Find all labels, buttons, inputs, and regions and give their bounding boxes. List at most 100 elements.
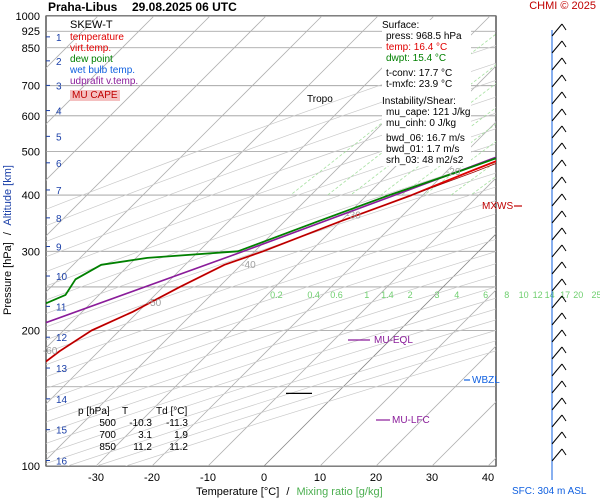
pressure-tick-label: 850 [22,43,40,55]
mixing-ratio-line [290,33,496,196]
isotherm-label: -60 [43,346,58,357]
x-tick-label: -20 [144,472,160,484]
y-axis-title: Pressure [hPa] / Altitude [km] [2,110,14,370]
dry-adiabat [46,238,496,389]
x-axis-label-mixing: Mixing ratio [g/kg] [296,486,383,498]
wind-barb [551,414,567,428]
wind-barb [551,91,567,105]
x-tick-label: -10 [200,472,216,484]
km-tick-label: 14 [56,395,68,406]
isotherm-line [95,65,496,466]
profiles [46,156,496,363]
mu-eql-label: MU-EQL [374,335,413,346]
mixing-ratio-tick-label: 0.4 [307,290,320,300]
mixing-ratio-line [538,16,600,195]
km-tick-label: 1 [56,33,62,44]
table-row: 850 11.2 11.2 [99,442,188,453]
mxws-label: MXWS [482,201,514,212]
wind-barb [551,397,567,411]
km-tick-label: 12 [56,333,68,344]
mixing-ratio-line [564,16,600,195]
dry-adiabat [46,186,496,341]
mixing-ratio-line [552,16,600,195]
surface-title: Surface: [382,20,420,31]
surface-tconv: t-conv: 17.7 °C [386,68,453,79]
mixing-ratio-tick-label: 8 [504,290,509,300]
table-row: 700 3.1 1.9 [99,430,188,441]
km-tick-label: 8 [56,214,62,225]
instability-bwd06: bwd_06: 16.7 m/s [386,133,465,144]
mixing-ratio-tick-label: 0.2 [270,290,283,300]
wind-barb [551,244,567,258]
mixing-ratio-line [592,16,600,195]
station-name: Praha-Libus [48,0,118,14]
dry-adiabat [46,251,496,401]
mixing-ratio-tick-label: 0.6 [330,290,343,300]
credit: CHMI © 2025 [529,0,596,12]
wind-barb [551,40,567,54]
mixing-ratio-tick-label: 20 [573,290,583,300]
wind-barb [551,295,567,309]
wind-barb [551,142,567,156]
mixing-ratio-tick-label: 2 [408,290,413,300]
wind-barb [551,193,567,207]
x-tick-label: 0 [261,472,267,484]
instability-mu-cape: mu_cape: 121 J/kg [386,107,471,118]
x-tick-label: 20 [370,472,382,484]
sfc-label: SFC: 304 m ASL [512,486,587,497]
pressure-tick-label: 925 [22,26,40,38]
wbzl-label: WBZL [472,375,500,386]
wind-barb [551,380,567,394]
wind-barb [551,23,567,37]
isotherm-label: -30 [346,211,361,222]
y-axis-label-sep: / [2,232,14,236]
table-header-t: T [122,406,129,417]
surface-temp: temp: 16.4 °C [386,42,448,53]
y-axis-label-pressure: Pressure [hPa] [2,242,14,315]
isotherm-label: -40 [241,260,256,271]
x-tick-label: -30 [88,472,104,484]
km-tick-label: 9 [56,243,62,254]
legend-mu-cape-badge: MU CAPE [70,90,120,101]
mu-lfc-label: MU-LFC [392,415,430,426]
axis-labels: -30 -20 -10 0 10 20 30 40 100 200 300 400 500 600 700 8… [16,11,600,484]
wind-barb [551,312,567,326]
level-table: p [hPa] T Td [°C] 500 -10.3 -11.3 700 3.… [78,406,188,454]
legend: SKEW-T temperature virt.temp. dew point … [70,20,138,101]
x-axis-title: Temperature [°C] / Mixing ratio [g/kg] [196,486,383,498]
mixing-ratio-tick-label: 14 [545,290,555,300]
isotherm-line [207,177,496,466]
dry-adiabat [46,172,496,328]
pressure-tick-label: 200 [22,326,40,338]
tropo-label: Tropo [307,94,333,105]
table-header-td: Td [°C] [156,406,188,417]
km-tick-label: 3 [56,81,62,92]
isotherm-line [487,457,496,466]
mixing-ratio-tick-label: 1.4 [381,290,394,300]
pressure-tick-label: 600 [22,111,40,123]
wind-barb [551,176,567,190]
wind-barb [551,74,567,88]
dry-adiabat [46,45,496,210]
wind-barb [551,227,567,241]
km-tick-label: 16 [56,456,68,467]
dry-adiabat [46,213,496,366]
pressure-tick-label: 400 [22,190,40,202]
wind-barb [551,346,567,360]
isotherm-label: -20 [446,167,461,178]
y-axis-label-altitude: Altitude [km] [2,165,14,226]
instability-mu-cinh: mu_cinh: 0 J/kg [386,118,457,129]
isotherm-line [375,345,496,466]
x-tick-label: 40 [482,472,494,484]
surface-info: Surface: press: 968.5 hPa temp: 16.4 °C … [382,20,471,166]
x-axis-label-temp: Temperature [°C] [196,486,280,498]
legend-wet-bulb: wet bulb temp. [70,65,136,76]
isotherm-line [151,121,496,466]
mixing-ratio-tick-label: 17 [560,290,570,300]
km-tick-label: 7 [56,186,62,197]
x-tick-label: 10 [314,472,326,484]
legend-temperature: temperature [70,32,124,43]
mixing-ratio-tick-label: 3 [435,290,440,300]
wind-barb [551,57,567,71]
mixing-ratio-tick-label: 10 [519,290,529,300]
